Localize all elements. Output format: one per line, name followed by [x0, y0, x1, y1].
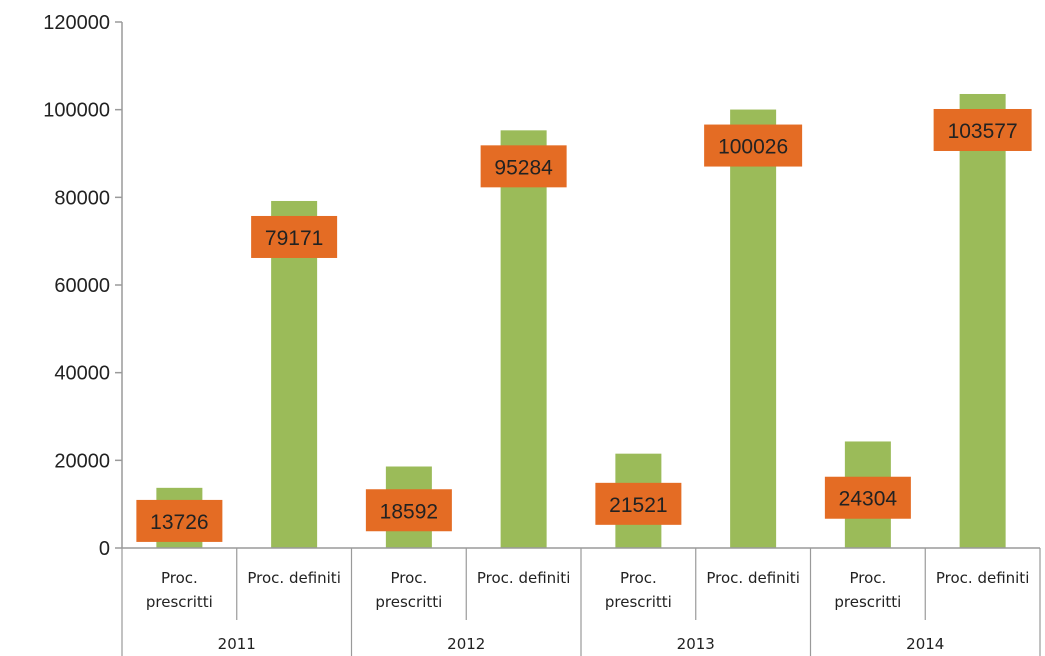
bar: [730, 109, 777, 548]
category-label-line: Proc. definiti: [936, 569, 1030, 587]
category-label-line: Proc. definiti: [247, 569, 341, 587]
category-label: Proc. definiti: [706, 569, 800, 587]
data-label-box: [933, 108, 1032, 151]
category-label: Proc. prescritti: [834, 569, 901, 611]
data-label: 103577: [948, 120, 1018, 143]
category-label-line: prescritti: [375, 593, 442, 611]
y-axis: 0 20000 40000 60000 80000 100000 120000: [43, 12, 123, 560]
group-label: 2011: [218, 635, 256, 653]
category-label-line: Proc.: [620, 569, 657, 587]
category-label: Proc. prescritti: [375, 569, 442, 611]
category-label: Proc. definiti: [477, 569, 571, 587]
category-label: Proc. definiti: [936, 569, 1030, 587]
data-label: 100026: [718, 136, 788, 159]
data-label-box: [704, 124, 803, 167]
category-label-line: prescritti: [605, 593, 672, 611]
category-label-line: Proc. definiti: [477, 569, 571, 587]
bar: [959, 93, 1006, 548]
data-label-box: [365, 489, 452, 532]
data-label-box: [480, 145, 567, 188]
y-tick-label: 80000: [54, 187, 110, 209]
x-axis: Proc. prescritti Proc. definiti Proc. prescr…: [121, 547, 1041, 656]
data-label-box: [595, 482, 682, 525]
category-label-line: Proc.: [161, 569, 198, 587]
data-label: 24304: [839, 488, 898, 511]
y-tick-label: 40000: [54, 363, 110, 385]
data-label-box: [251, 215, 338, 258]
y-tick-label: 0: [99, 538, 110, 560]
y-tick-label: 20000: [54, 450, 110, 472]
category-label-line: prescritti: [146, 593, 213, 611]
category-label: Proc. definiti: [247, 569, 341, 587]
category-label-line: Proc.: [390, 569, 427, 587]
category-label: Proc. prescritti: [146, 569, 213, 611]
data-label: 21521: [609, 494, 667, 517]
data-label: 79171: [265, 227, 323, 250]
group-label: 2012: [447, 635, 485, 653]
category-label-line: prescritti: [834, 593, 901, 611]
category-label-line: Proc.: [849, 569, 886, 587]
category-label: Proc. prescritti: [605, 569, 672, 611]
data-label: 18592: [380, 500, 438, 523]
data-label-box: [136, 499, 223, 542]
y-tick-label: 60000: [54, 275, 110, 297]
bar: [500, 130, 547, 548]
category-label-line: Proc. definiti: [706, 569, 800, 587]
bars: [156, 93, 1006, 549]
y-tick-label: 100000: [43, 100, 110, 122]
bar: [271, 200, 318, 549]
data-label: 13726: [150, 511, 208, 534]
group-label: 2014: [906, 635, 944, 653]
y-tick-label: 120000: [43, 12, 110, 34]
data-labels: 13726 79171 18592 95284 21521 100026 24304 1035…: [136, 108, 1032, 542]
data-label-box: [824, 476, 911, 519]
data-label: 95284: [494, 156, 553, 179]
group-label: 2013: [677, 635, 715, 653]
